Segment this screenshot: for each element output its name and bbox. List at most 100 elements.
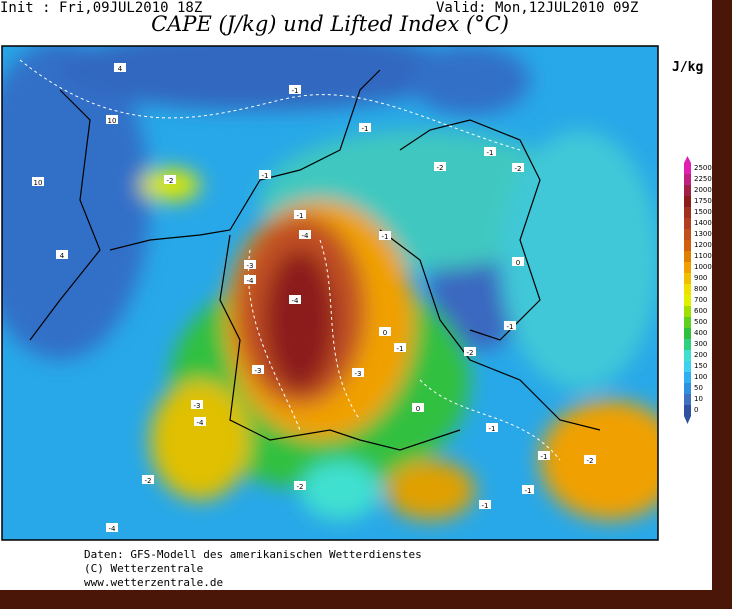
contour-label: -4 xyxy=(109,525,117,533)
color-swatch xyxy=(684,405,691,416)
map-title: CAPE (J/kg) und Lifted Index (°C) xyxy=(151,12,509,36)
color-swatch xyxy=(684,295,691,306)
color-bar-label: 10 xyxy=(694,395,703,403)
contour-label: -1 xyxy=(382,233,389,241)
contour-label: -1 xyxy=(292,87,299,95)
contour-label: 10 xyxy=(108,117,117,125)
contour-label: -1 xyxy=(541,453,548,461)
contour-label: -4 xyxy=(247,277,255,285)
contour-label: -4 xyxy=(197,419,205,427)
contour-label: -1 xyxy=(362,125,369,133)
contour-label-box xyxy=(164,175,176,184)
contour-label: -3 xyxy=(355,370,362,378)
contour-label-box xyxy=(252,365,264,374)
contour-label: -1 xyxy=(507,323,514,331)
color-swatch xyxy=(684,251,691,262)
contour-label: -2 xyxy=(437,164,444,172)
color-bar-label: 600 xyxy=(694,307,707,315)
contour-label: -2 xyxy=(467,349,474,357)
color-swatch xyxy=(684,163,691,174)
contour-label: -1 xyxy=(262,172,269,180)
contour-label: -1 xyxy=(525,487,532,495)
init-time: Init : Fri,09JUL2010 18Z xyxy=(0,0,203,16)
contour-label-box xyxy=(522,485,534,494)
color-bar-label: 200 xyxy=(694,351,707,359)
contour-label: -2 xyxy=(167,177,174,185)
contour-label-box xyxy=(412,403,424,412)
color-swatch xyxy=(684,207,691,218)
contour-label: -1 xyxy=(489,425,496,433)
contour-label: 0 xyxy=(416,405,420,413)
contour-label: -1 xyxy=(487,149,494,157)
valid-time: Valid: Mon,12JUL2010 09Z xyxy=(436,0,639,16)
map-field xyxy=(2,46,658,540)
contour-label-box xyxy=(56,250,68,259)
copyright-line: (C) Wetterzentrale xyxy=(84,562,204,575)
contour-label: -2 xyxy=(515,165,522,173)
color-bar-label: 1200 xyxy=(694,241,712,249)
contour-label: -3 xyxy=(255,367,262,375)
contour-label-box xyxy=(259,170,271,179)
color-swatch xyxy=(684,174,691,185)
color-swatch xyxy=(684,273,691,284)
contour-label-box xyxy=(486,423,498,432)
contour-label-box xyxy=(299,230,311,239)
color-bar-label: 2500 xyxy=(694,164,712,172)
contour-label-box xyxy=(294,210,306,219)
color-bar-tip xyxy=(684,156,691,163)
url-line: www.wetterzentrale.de xyxy=(84,576,224,589)
contour-label-box xyxy=(504,321,516,330)
color-bar: 2500225020001750150014001300120011001000… xyxy=(684,156,712,424)
contour-label-box xyxy=(584,455,596,464)
map-frame xyxy=(1,45,659,541)
map-canvas: 4 10 10 4 -1 -1 -2 -1 -1 -2 -1 -2 -4 -1 -3 -4 -4 -3 0 -1 -3 -… xyxy=(1,45,712,541)
color-bar-label: 0 xyxy=(694,406,698,414)
color-swatch xyxy=(684,185,691,196)
source-line: Daten: GFS-Modell des amerikanischen Wet… xyxy=(84,548,422,561)
contour-label: 4 xyxy=(60,252,65,260)
contour-label: -2 xyxy=(587,457,594,465)
contour-label-box xyxy=(352,368,364,377)
contour-label-box xyxy=(294,481,306,490)
contour-label: -1 xyxy=(482,502,489,510)
contour-label: 0 xyxy=(516,259,520,267)
color-bar-label: 1300 xyxy=(694,230,712,238)
color-bar-label: 100 xyxy=(694,373,707,381)
color-bar-label: 1500 xyxy=(694,208,712,216)
color-bar-label: 50 xyxy=(694,384,703,392)
color-swatch xyxy=(684,218,691,229)
contour-label: 0 xyxy=(383,329,387,337)
color-swatch xyxy=(684,383,691,394)
contour-label: 4 xyxy=(118,65,123,73)
contour-label-box xyxy=(484,147,496,156)
color-bar-label: 2250 xyxy=(694,175,712,183)
color-swatch xyxy=(684,372,691,383)
contour-label-box xyxy=(379,327,391,336)
contour-label: -3 xyxy=(247,262,254,270)
contour-label-box xyxy=(194,417,206,426)
color-swatch xyxy=(684,262,691,273)
color-swatch xyxy=(684,361,691,372)
contour-label-box xyxy=(32,177,44,186)
color-swatch xyxy=(684,240,691,251)
contour-label-box xyxy=(538,451,550,460)
color-bar-label: 900 xyxy=(694,274,707,282)
color-bar-label: 150 xyxy=(694,362,707,370)
color-swatch xyxy=(684,229,691,240)
unit-label: J/kg xyxy=(672,60,704,75)
color-bar-label: 700 xyxy=(694,296,707,304)
color-swatch xyxy=(684,350,691,361)
contour-label: 10 xyxy=(34,179,43,187)
contour-label-box xyxy=(244,275,256,284)
contour-label-box xyxy=(191,400,203,409)
contour-label-box xyxy=(106,523,118,532)
contour-label-box xyxy=(289,295,301,304)
color-bar-label: 2000 xyxy=(694,186,712,194)
color-bar-label: 1400 xyxy=(694,219,712,227)
contour-label-box xyxy=(359,123,371,132)
contour-label-box xyxy=(289,85,301,94)
color-bar-label: 500 xyxy=(694,318,707,326)
contour-label-box xyxy=(512,163,524,172)
color-bar-label: 1000 xyxy=(694,263,712,271)
contour-label-box xyxy=(142,475,154,484)
